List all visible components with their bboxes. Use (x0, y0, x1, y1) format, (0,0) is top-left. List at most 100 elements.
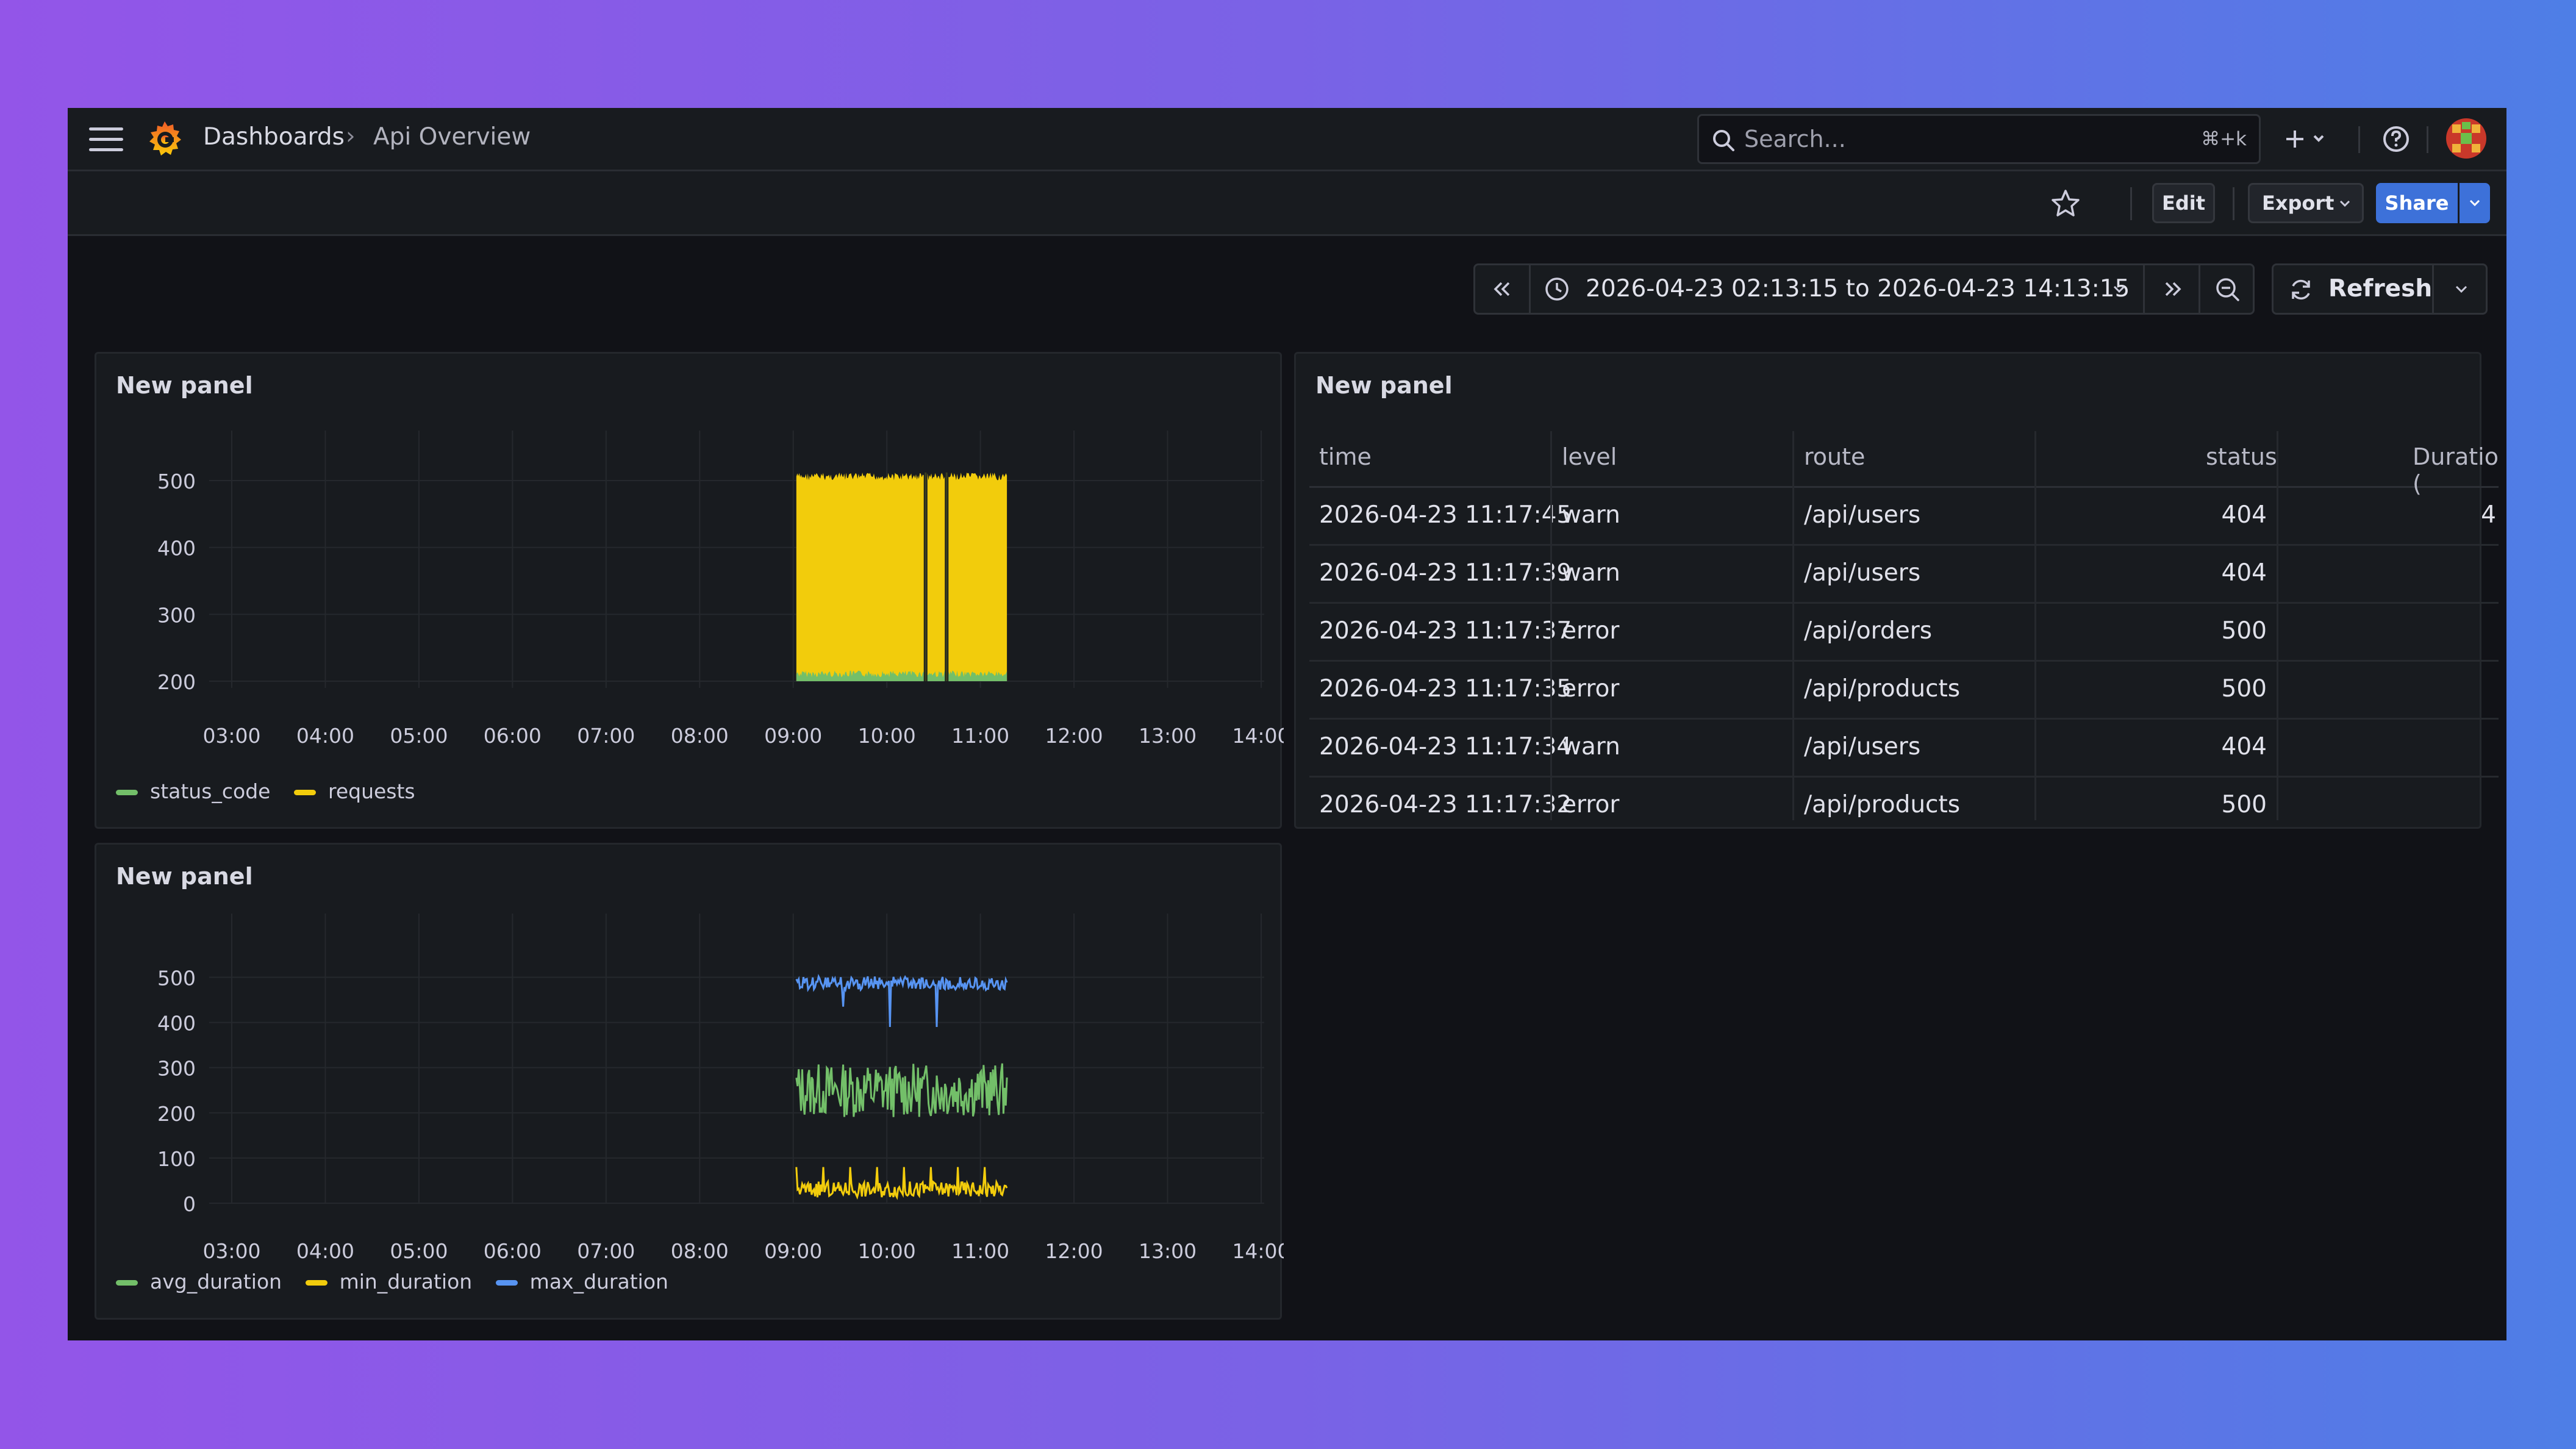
cell-route: /api/users (1804, 733, 1921, 760)
legend-item-requests[interactable]: requests (293, 779, 415, 803)
logs-table: time level route status Duration ( 2026-… (1309, 431, 2499, 820)
x-tick-label: 14:00 (1232, 724, 1284, 748)
panel-logs-table[interactable]: New panel time level route status Durati… (1294, 352, 2499, 829)
panel-requests-chart[interactable]: New panel 200 300 400 500 03:00 04:00 05:00 06:… (95, 352, 1284, 829)
grafana-app: Dashboards › Api Overview Search... ⌘+k (68, 108, 2506, 1340)
search-input[interactable]: Search... ⌘+k (1697, 114, 2261, 164)
avg-duration-line (795, 1063, 1008, 1117)
x-tick-label: 06:00 (484, 1239, 542, 1259)
divider (2233, 187, 2234, 220)
cell-route: /api/products (1804, 675, 1961, 703)
double-chevron-right-icon (2165, 282, 2181, 296)
cell-level: warn (1562, 501, 1620, 529)
cell-time: 2026-04-23 11:17:37 (1319, 617, 1572, 645)
panel-duration-chart[interactable]: New panel 0 100 200 300 400 500 03:00 04:00 05:0… (95, 843, 1284, 1320)
x-tick-label: 09:00 (764, 724, 822, 748)
cell-status: 404 (2221, 733, 2267, 760)
x-tick-label: 13:00 (1139, 1239, 1197, 1259)
table-header: time level route status Duration ( (1309, 431, 2499, 497)
help-icon[interactable] (2381, 124, 2411, 154)
divider (2358, 126, 2360, 153)
menu-icon[interactable] (89, 126, 123, 153)
cell-time: 2026-04-23 11:17:32 (1319, 791, 1572, 818)
legend-item-avg-duration[interactable]: avg_duration (116, 1270, 282, 1293)
export-label: Export (2262, 191, 2334, 215)
x-tick-label: 03:00 (202, 724, 260, 748)
cell-status: 404 (2221, 501, 2267, 529)
table-row[interactable]: 2026-04-23 11:17:45 warn/api/users 404 4 (1309, 488, 2499, 546)
top-bar: Dashboards › Api Overview Search... ⌘+k (68, 108, 2506, 171)
x-tick-label: 07:00 (577, 1239, 635, 1259)
x-tick-label: 07:00 (577, 724, 635, 748)
column-header-duration[interactable]: Duration ( (2413, 443, 2499, 497)
panel-title: New panel (116, 372, 253, 399)
share-button[interactable]: Share (2376, 183, 2458, 223)
legend-label: status_code (150, 779, 271, 803)
table-row[interactable]: 2026-04-23 11:17:34 warn/api/users 404 (1309, 720, 2499, 778)
column-header-time[interactable]: time (1319, 443, 1372, 470)
search-placeholder: Search... (1744, 126, 1846, 152)
y-tick-label: 200 (157, 1102, 196, 1126)
refresh-label: Refresh (2328, 275, 2433, 302)
cell-time: 2026-04-23 11:17:45 (1319, 501, 1572, 529)
legend-label: avg_duration (150, 1270, 282, 1293)
x-tick-label: 13:00 (1139, 724, 1197, 748)
cell-time: 2026-04-23 11:17:35 (1319, 675, 1572, 703)
table-row[interactable]: 2026-04-23 11:17:32 error/api/products 500 (1309, 778, 2499, 820)
time-back-button[interactable] (1473, 263, 1531, 315)
star-icon[interactable] (2050, 188, 2081, 220)
table-row[interactable]: 2026-04-23 11:17:37 error/api/orders 500 (1309, 604, 2499, 662)
cell-status: 500 (2221, 675, 2267, 703)
legend-label: min_duration (339, 1270, 473, 1293)
export-button[interactable]: Export (2248, 183, 2364, 223)
legend-item-max-duration[interactable]: max_duration (495, 1270, 668, 1293)
column-header-level[interactable]: level (1562, 443, 1617, 470)
column-divider (2277, 431, 2278, 820)
cell-status: 500 (2221, 617, 2267, 645)
time-forward-button[interactable] (2143, 263, 2200, 315)
chevron-down-icon (2113, 285, 2125, 293)
cell-route: /api/users (1804, 501, 1921, 529)
legend-label: max_duration (529, 1270, 668, 1293)
cell-time: 2026-04-23 11:17:39 (1319, 559, 1572, 587)
x-tick-label: 10:00 (858, 1239, 916, 1259)
table-row[interactable]: 2026-04-23 11:17:35 error/api/products 500 (1309, 662, 2499, 720)
cell-level: warn (1562, 559, 1620, 587)
time-range-picker[interactable]: 2026-04-23 02:13:15 to 2026-04-23 14:13:… (1529, 263, 2145, 315)
max-duration-line (795, 973, 1008, 1028)
column-header-status[interactable]: status (2206, 443, 2277, 470)
status-code-area (796, 670, 1007, 682)
dashboard-toolbar: Edit Export Share (68, 171, 2506, 236)
user-avatar[interactable] (2446, 118, 2486, 159)
column-header-route[interactable]: route (1804, 443, 1866, 470)
chevron-down-icon (2469, 199, 2480, 207)
share-options-button[interactable] (2460, 183, 2490, 223)
y-tick-label: 200 (157, 670, 196, 694)
clock-icon (1545, 277, 1569, 301)
table-row[interactable]: 2026-04-23 11:17:39 warn/api/users 404 (1309, 546, 2499, 604)
add-new-button[interactable] (2280, 121, 2336, 157)
edit-button[interactable]: Edit (2152, 183, 2215, 223)
legend-item-status-code[interactable]: status_code (116, 779, 270, 803)
divider (2427, 126, 2428, 153)
refresh-interval-button[interactable] (2432, 263, 2488, 315)
cell-status: 404 (2221, 559, 2267, 587)
time-range-label: 2026-04-23 02:13:15 to 2026-04-23 14:13:… (1586, 275, 2130, 302)
x-tick-label: 06:00 (484, 724, 542, 748)
cell-route: /api/users (1804, 559, 1921, 587)
legend-label: requests (327, 779, 415, 803)
y-tick-label: 100 (157, 1147, 196, 1171)
grafana-logo-icon[interactable] (145, 119, 185, 159)
refresh-button[interactable]: Refresh (2272, 263, 2434, 315)
chevron-down-icon (2455, 285, 2467, 293)
cell-route: /api/products (1804, 791, 1961, 818)
x-tick-label: 08:00 (671, 1239, 729, 1259)
legend-item-min-duration[interactable]: min_duration (305, 1270, 473, 1293)
x-tick-label: 12:00 (1045, 1239, 1103, 1259)
cell-level: warn (1562, 733, 1620, 760)
breadcrumb-dashboards[interactable]: Dashboards (203, 123, 345, 151)
cell-time: 2026-04-23 11:17:34 (1319, 733, 1572, 760)
zoom-out-button[interactable] (2199, 263, 2255, 315)
y-tick-label: 400 (157, 1012, 196, 1036)
duration-chart: 0 100 200 300 400 500 03:00 04:00 05:00 06:00 07:0… (157, 914, 1284, 1259)
